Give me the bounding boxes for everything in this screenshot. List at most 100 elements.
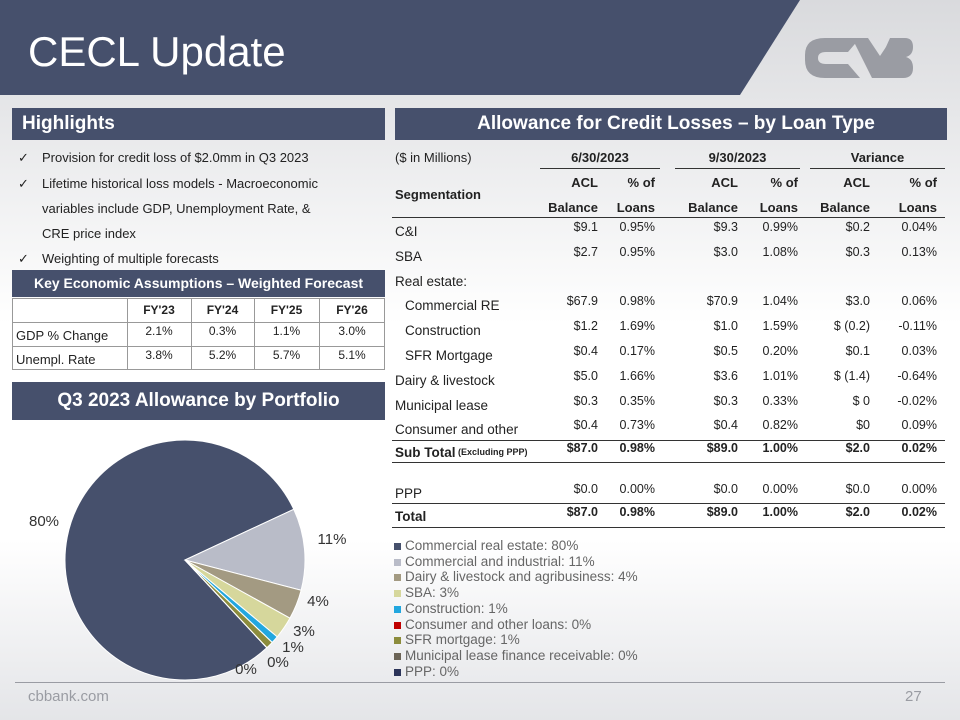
cell: 0.00% — [619, 482, 655, 496]
bullet-check: ✓ — [18, 176, 29, 191]
pie-slice — [64, 439, 295, 681]
table-rule — [12, 322, 385, 323]
cell: 0.33% — [762, 393, 798, 408]
column-header: FY'23 — [143, 303, 175, 317]
legend-swatch — [394, 574, 401, 582]
period-header: Variance — [850, 150, 905, 165]
cell: 0.99% — [762, 220, 798, 234]
cell: $ (0.2) — [833, 319, 870, 334]
cell: 1.00% — [762, 441, 798, 455]
cell: 3.8% — [145, 348, 173, 362]
cell: 0.98% — [619, 441, 655, 455]
row-label: Total — [395, 509, 427, 524]
data-label: 1% — [282, 639, 304, 656]
cell: $2.7 — [573, 244, 598, 259]
legend-swatch — [394, 605, 401, 613]
cell: 0.13% — [901, 244, 937, 259]
legend-label: PPP: 0% — [405, 663, 460, 679]
bullet-text: CRE price index — [42, 226, 136, 241]
subtotal-note: (Excluding PPP) — [458, 447, 528, 457]
column-top: % of — [909, 175, 937, 190]
cell: 1.08% — [762, 244, 798, 259]
row-label: Unempl. Rate — [16, 352, 96, 367]
cell: $0.4 — [573, 418, 598, 433]
cell: 0.95% — [619, 220, 655, 234]
units: ($ in Millions) — [395, 150, 472, 165]
bullet-text: variables include GDP, Unemployment Rate… — [42, 201, 311, 216]
column-top: % of — [770, 175, 798, 190]
cell: $1.0 — [713, 319, 738, 334]
legend-label: Municipal lease finance receivable: 0% — [405, 647, 638, 663]
column-bottom: Balance — [688, 200, 738, 215]
period-rule — [540, 168, 660, 169]
column-top: ACL — [843, 175, 870, 190]
data-label: 0% — [235, 661, 257, 678]
row-label: Commercial RE — [405, 298, 500, 314]
legend-label: Consumer and other loans: 0% — [405, 616, 592, 632]
cell: 5.2% — [208, 348, 237, 362]
row-label: SBA — [395, 248, 423, 264]
cell: $2.0 — [845, 441, 870, 455]
cell: $3.6 — [713, 368, 738, 383]
data-label: 3% — [293, 623, 315, 640]
cell: $3.0 — [845, 294, 870, 309]
cell: 0.98% — [619, 505, 655, 519]
legend-swatch — [394, 590, 401, 598]
cell: 0.82% — [762, 418, 798, 433]
column-bottom: Balance — [820, 200, 870, 215]
segmentation: Segmentation — [395, 187, 481, 202]
cell: 3.0% — [338, 324, 366, 338]
bullet-check: ✓ — [18, 150, 29, 165]
cell: $70.9 — [706, 294, 738, 309]
row-label: C&I — [395, 224, 418, 239]
cell: 0.3% — [208, 324, 237, 338]
cell: $0.4 — [713, 418, 738, 433]
data-label: 4% — [307, 593, 329, 610]
total-rule — [392, 503, 945, 504]
period-header: 6/30/2023 — [571, 150, 629, 165]
acl-heading: Allowance for Credit Losses – by Loan Ty… — [395, 108, 947, 140]
cell: 0.02% — [901, 441, 937, 455]
cell: $ 0 — [852, 393, 870, 408]
bullet-text: Weighting of multiple forecasts — [42, 251, 219, 266]
bullet-text: Lifetime historical loss models - Macroe… — [42, 176, 318, 191]
period-rule — [675, 168, 800, 169]
cell: 1.59% — [762, 319, 798, 334]
period-header: 9/30/2023 — [708, 150, 767, 165]
assumptions-heading: Key Economic Assumptions – Weighted Fore… — [12, 270, 385, 297]
legend-swatch — [394, 558, 401, 566]
cell: $0 — [856, 418, 870, 433]
column-top: ACL — [711, 175, 738, 190]
column-bottom: Loans — [759, 200, 798, 215]
cell: 5.7% — [272, 348, 301, 362]
cell: 0.17% — [619, 344, 655, 358]
legend-swatch — [394, 668, 401, 676]
cell: $0.3 — [713, 393, 738, 408]
row-label: Dairy & livestock — [395, 372, 495, 388]
legend-label: Construction: 1% — [405, 600, 508, 616]
slide-title: CECL Update — [28, 28, 286, 75]
row-label: Sub Total — [395, 445, 456, 460]
cell: $0.0 — [845, 482, 870, 496]
cell: 0.20% — [762, 344, 798, 358]
legend-swatch — [394, 637, 401, 645]
cell: $0.3 — [573, 393, 598, 408]
pie-slice — [184, 559, 268, 649]
column-header: FY'26 — [336, 303, 368, 317]
column-header: FY'24 — [206, 303, 239, 317]
cell: $0.2 — [845, 220, 870, 234]
period-rule — [810, 168, 945, 169]
cell: 0.09% — [901, 418, 937, 433]
cell: $0.1 — [845, 344, 870, 358]
table-rule — [254, 298, 255, 370]
cell: 0.04% — [901, 220, 937, 234]
legend-swatch — [394, 652, 401, 660]
table-rule — [12, 346, 385, 347]
bullet-text: Provision for credit loss of $2.0mm in Q… — [42, 150, 309, 165]
cell: $0.3 — [845, 244, 870, 259]
subtotal-rule — [392, 440, 945, 441]
total-rule — [392, 527, 945, 528]
portfolio-heading: Q3 2023 Allowance by Portfolio — [12, 382, 385, 420]
bullet-check: ✓ — [18, 251, 29, 266]
